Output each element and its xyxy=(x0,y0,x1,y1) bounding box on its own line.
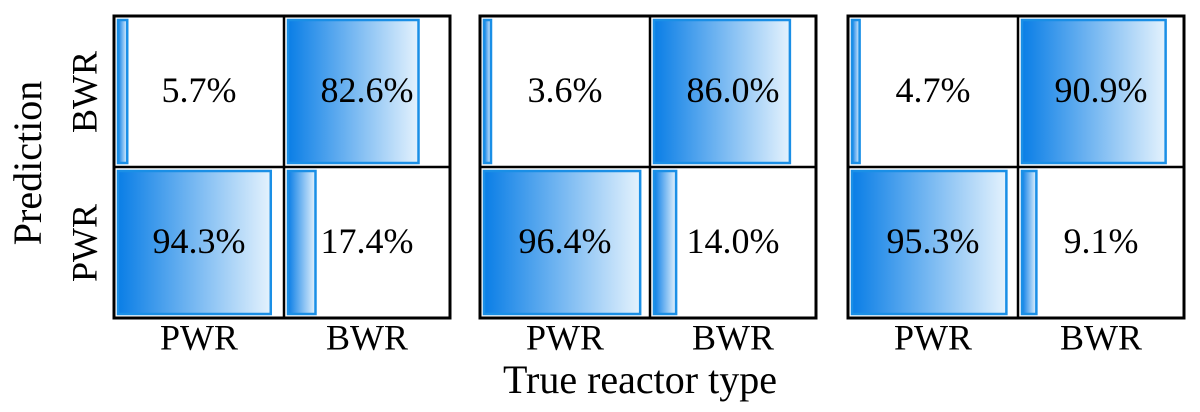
bar-cell-pred-pwr-true-pwr xyxy=(850,169,1008,316)
bar-cell-pred-bwr-true-pwr xyxy=(116,18,129,165)
value-label-cell-pred-bwr-true-bwr: 86.0% xyxy=(687,70,780,110)
x-tick-label-pwr: PWR xyxy=(160,317,238,357)
bar-cell-pred-bwr-true-pwr xyxy=(850,18,861,165)
y-tick-label-pwr: PWR xyxy=(64,204,104,282)
bar-cell-pred-pwr-true-pwr xyxy=(116,169,273,316)
panels-group: 5.7% 82.6% 94.3% 17.4% PWR BWR 3.6% 86.0% 96.4% 1… xyxy=(112,14,1186,357)
x-tick-label-bwr: BWR xyxy=(692,317,774,357)
bar-cell-pred-pwr-true-bwr xyxy=(286,169,317,316)
confusion-panel-3: 4.7% 90.9% 95.3% 9.1% PWR BWR xyxy=(846,14,1186,357)
value-label-cell-pred-bwr-true-bwr: 82.6% xyxy=(321,70,414,110)
confusion-panel-1: 5.7% 82.6% 94.3% 17.4% PWR BWR xyxy=(112,14,452,357)
value-label-cell-pred-bwr-true-bwr: 90.9% xyxy=(1055,70,1148,110)
bar-cell-pred-pwr-true-bwr xyxy=(652,169,678,316)
bar-cell-pred-pwr-true-pwr xyxy=(482,169,642,316)
value-label-cell-pred-bwr-true-pwr: 5.7% xyxy=(162,70,237,110)
value-label-cell-pred-pwr-true-bwr: 17.4% xyxy=(321,221,414,261)
x-tick-label-pwr: PWR xyxy=(526,317,604,357)
value-label-cell-pred-pwr-true-pwr: 94.3% xyxy=(153,221,246,261)
y-tick-label-bwr: BWR xyxy=(64,51,104,133)
x-tick-label-pwr: PWR xyxy=(894,317,972,357)
y-axis-title: Prediction xyxy=(5,81,50,245)
value-label-cell-pred-pwr-true-bwr: 14.0% xyxy=(687,221,780,261)
value-label-cell-pred-bwr-true-pwr: 3.6% xyxy=(528,70,603,110)
bar-cell-pred-bwr-true-bwr xyxy=(1020,18,1167,165)
value-label-cell-pred-bwr-true-pwr: 4.7% xyxy=(896,70,971,110)
value-label-cell-pred-pwr-true-pwr: 95.3% xyxy=(887,221,980,261)
x-tick-label-bwr: BWR xyxy=(1060,317,1142,357)
confusion-panel-2: 3.6% 86.0% 96.4% 14.0% PWR BWR xyxy=(478,14,818,357)
bar-cell-pred-pwr-true-bwr xyxy=(1020,169,1038,316)
value-label-cell-pred-pwr-true-pwr: 96.4% xyxy=(519,221,612,261)
value-label-cell-pred-pwr-true-bwr: 9.1% xyxy=(1064,221,1139,261)
bar-cell-pred-bwr-true-bwr xyxy=(652,18,792,165)
x-tick-label-bwr: BWR xyxy=(326,317,408,357)
bar-cell-pred-bwr-true-bwr xyxy=(286,18,420,165)
bar-cell-pred-bwr-true-pwr xyxy=(482,18,493,165)
x-axis-title: True reactor type xyxy=(503,357,777,402)
